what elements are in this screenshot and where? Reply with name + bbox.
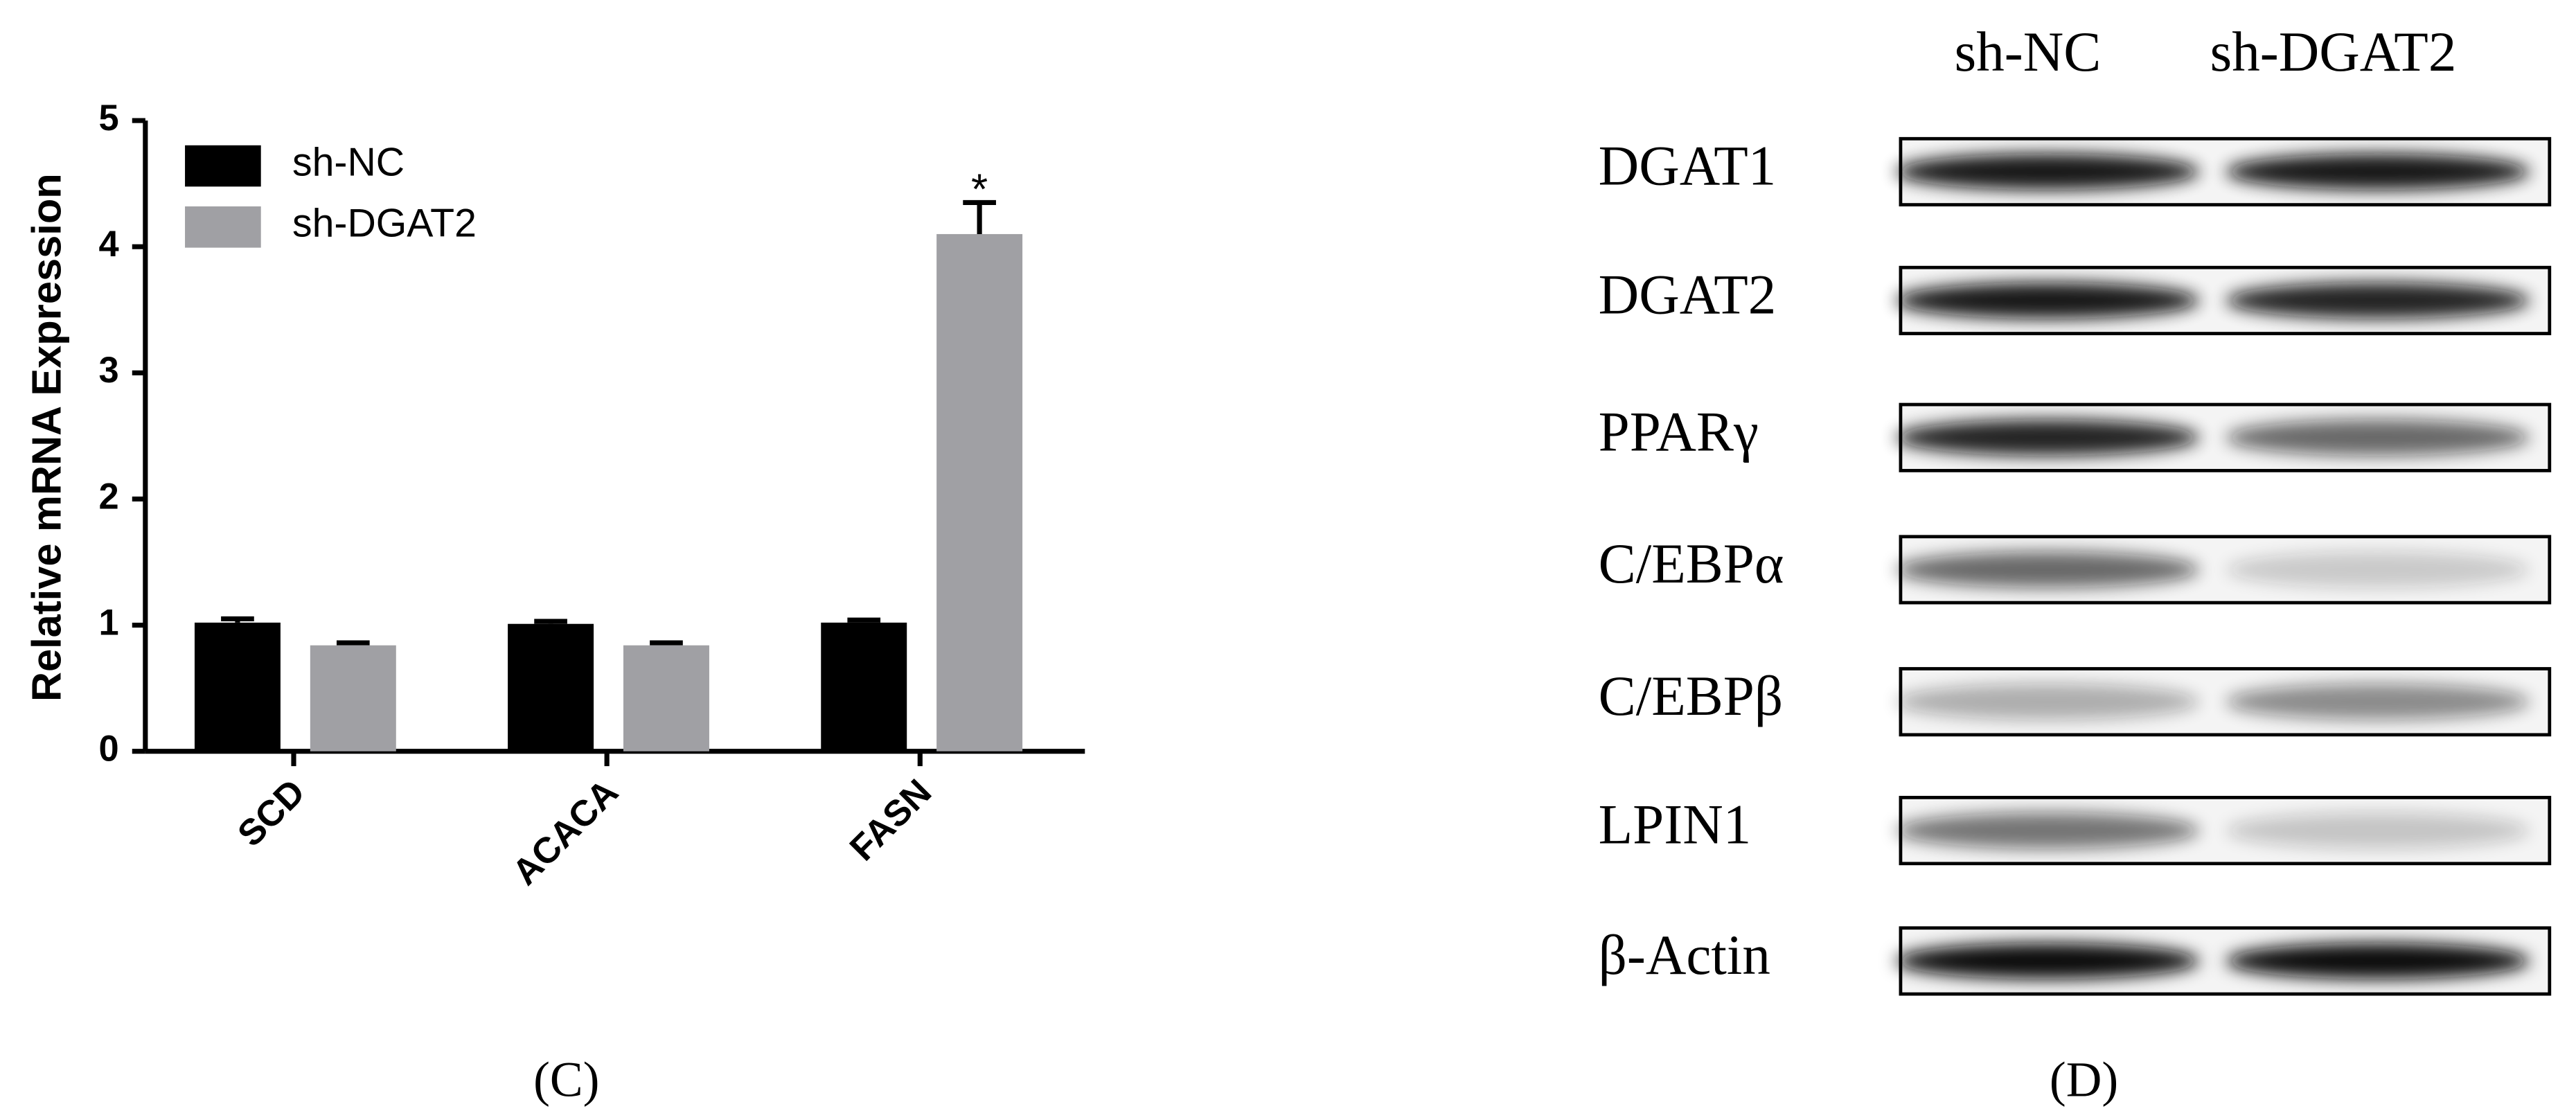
row-label: LPIN1 [1599, 794, 1752, 856]
y-tick-label: 0 [99, 729, 119, 770]
y-tick-label: 2 [99, 477, 119, 517]
band [1895, 282, 2200, 319]
bar [310, 645, 396, 752]
legend-label: sh-NC [292, 140, 405, 184]
error-bar [336, 640, 370, 646]
row-label: DGAT1 [1599, 135, 1777, 197]
lane-label: sh-DGAT2 [2210, 21, 2457, 83]
band [2226, 812, 2530, 849]
band [2226, 943, 2530, 979]
legend-swatch [185, 206, 261, 248]
error-bar [650, 640, 683, 646]
y-tick-label: 4 [99, 224, 119, 265]
western-blot: sh-NC sh-DGAT2 DGAT1 DGAT2 PPARγ C/EBPα C/EBPβ… [1599, 21, 2552, 996]
error-bar [847, 617, 881, 623]
band [2226, 282, 2530, 319]
panel-label: (C) [533, 1053, 599, 1108]
y-tick-label: 3 [99, 350, 119, 391]
row-label: C/EBPα [1599, 533, 1784, 595]
band [1895, 812, 2200, 849]
band [2226, 551, 2530, 588]
bar [821, 622, 907, 752]
error-bar [963, 199, 996, 234]
bar [623, 645, 709, 752]
legend-swatch [185, 145, 261, 187]
band [2226, 683, 2530, 720]
bar [194, 622, 281, 752]
band [1895, 943, 2200, 979]
legend-label: sh-DGAT2 [292, 202, 477, 246]
band [1895, 153, 2200, 190]
error-bar [221, 616, 254, 623]
bar [936, 233, 1023, 752]
x-tick-label: ACACA [505, 772, 626, 893]
band [1895, 683, 2200, 720]
row-label: β-Actin [1599, 924, 1770, 986]
lane-label: sh-NC [1955, 21, 2102, 83]
x-tick-label: SCD [231, 772, 313, 854]
band [2226, 419, 2530, 456]
bar [508, 623, 594, 752]
y-axis-label: Relative mRNA Expression [23, 173, 69, 702]
band [1895, 551, 2200, 588]
x-tick-label: FASN [842, 772, 939, 869]
bar-chart: 0 1 2 3 4 5 SCD ACACA FASN sh-NC sh-DGAT2 * [99, 98, 1085, 893]
band [1895, 419, 2200, 456]
annotation: * [971, 166, 988, 213]
y-tick-label: 5 [99, 98, 119, 139]
panel-label: (D) [2050, 1053, 2118, 1108]
row-label: C/EBPβ [1599, 665, 1783, 727]
row-label: DGAT2 [1599, 263, 1777, 326]
error-bar [534, 619, 567, 624]
band [2226, 153, 2530, 190]
row-label: PPARγ [1599, 400, 1759, 463]
y-tick-label: 1 [99, 603, 119, 643]
